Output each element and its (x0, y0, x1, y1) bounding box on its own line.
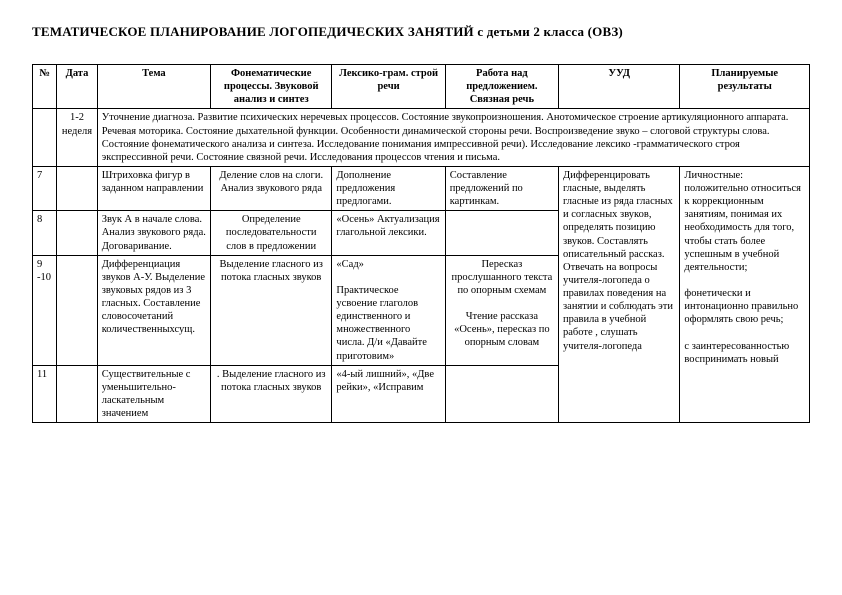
planning-table: № Дата Тема Фонематические процессы. Зву… (32, 64, 810, 423)
cell-fon: . Выделение гласного из потока гласных з… (211, 365, 332, 423)
cell-date (57, 365, 97, 423)
cell-plan: Личностные: положительно относиться к ко… (680, 166, 810, 422)
cell-num: 7 (33, 166, 57, 210)
cell-rab: Пересказ прослушанного текста по опорным… (445, 255, 558, 365)
cell-tema: Штриховка фигур в заданном направлении (97, 166, 210, 210)
cell-fon: Выделение гласного из потока гласных зву… (211, 255, 332, 365)
cell-date: 1-2 неделя (57, 109, 97, 167)
cell-lex: Дополнение предложения предлогами. (332, 166, 445, 210)
cell-fon: Определение последовательности слов в пр… (211, 211, 332, 255)
col-uud: УУД (559, 65, 680, 109)
col-rab: Работа над предложением. Связная речь (445, 65, 558, 109)
row-diagnosis: 1-2 неделя Уточнение диагноза. Развитие … (33, 109, 810, 167)
table-header-row: № Дата Тема Фонематические процессы. Зву… (33, 65, 810, 109)
col-num: № (33, 65, 57, 109)
col-tema: Тема (97, 65, 210, 109)
col-date: Дата (57, 65, 97, 109)
cell-uud: Дифференцировать гласные, выделять гласн… (559, 166, 680, 422)
cell-lex: «Сад»Практическое усвоение глаголов един… (332, 255, 445, 365)
page-title: ТЕМАТИЧЕСКОЕ ПЛАНИРОВАНИЕ ЛОГОПЕДИЧЕСКИХ… (32, 24, 810, 40)
cell-fon: Деление слов на слоги. Анализ звукового … (211, 166, 332, 210)
cell-rab (445, 365, 558, 423)
cell-num: 8 (33, 211, 57, 255)
cell-rab (445, 211, 558, 255)
cell-date (57, 166, 97, 210)
cell-tema: Дифференциация звуков А-У. Выделение зву… (97, 255, 210, 365)
cell-lex: «4-ый лишний», «Две рейки», «Исправим (332, 365, 445, 423)
cell-num: 11 (33, 365, 57, 423)
table-row: 7 Штриховка фигур в заданном направлении… (33, 166, 810, 210)
cell-date (57, 211, 97, 255)
col-plan: Планируемые результаты (680, 65, 810, 109)
col-lex: Лексико-грам. строй речи (332, 65, 445, 109)
col-fon: Фонематические процессы. Звуковой анализ… (211, 65, 332, 109)
cell-empty (33, 109, 57, 167)
cell-lex: «Осень» Актуализация глагольной лексики. (332, 211, 445, 255)
cell-diagnosis-text: Уточнение диагноза. Развитие психических… (97, 109, 809, 167)
cell-num: 9 -10 (33, 255, 57, 365)
cell-rab: Составление предложений по картинкам. (445, 166, 558, 210)
cell-tema: Звук А в начале слова. Анализ звукового … (97, 211, 210, 255)
cell-date (57, 255, 97, 365)
cell-tema: Существительные с уменьшительно-ласкател… (97, 365, 210, 423)
